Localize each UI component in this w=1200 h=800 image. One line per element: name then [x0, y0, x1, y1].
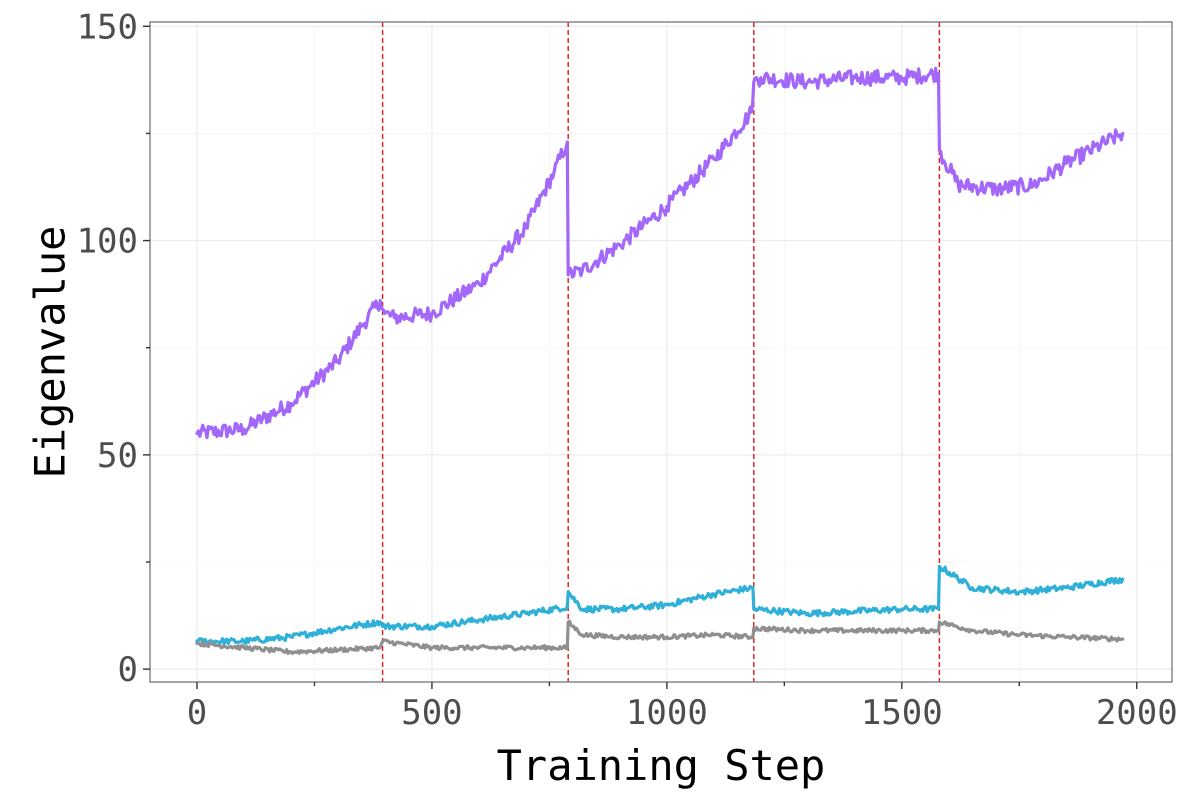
- grid-layer: [150, 22, 1172, 682]
- series-line-1: [195, 66, 1125, 440]
- axis-layer: 0 500 1000 1500 2000 0 50 100 150: [77, 7, 1178, 733]
- y-tick-label: 50: [97, 436, 138, 476]
- plot-panel-border: [149, 21, 1173, 683]
- x-tick-label: 1500: [861, 693, 943, 733]
- x-tick-label: 1000: [626, 693, 708, 733]
- series-line-3: [195, 619, 1125, 655]
- change-point-lines: [381, 22, 941, 682]
- x-axis-title: Training Step: [497, 741, 826, 790]
- y-axis-title: Eigenvalue: [26, 226, 75, 479]
- series-layer: [195, 66, 1125, 655]
- x-tick-label: 0: [187, 693, 207, 733]
- x-tick-label: 2000: [1096, 693, 1178, 733]
- y-tick-label: 100: [77, 222, 138, 262]
- series-line-2: [195, 564, 1125, 646]
- x-tick-label: 500: [401, 693, 462, 733]
- y-tick-label: 150: [77, 7, 138, 47]
- y-tick-label: 0: [118, 650, 138, 690]
